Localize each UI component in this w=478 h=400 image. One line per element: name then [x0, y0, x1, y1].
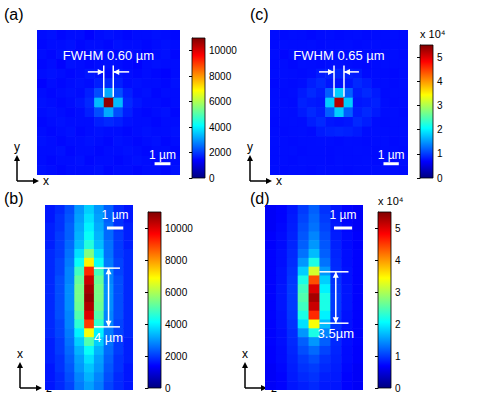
svg-text:x: x — [43, 174, 49, 188]
svg-text:4 µm: 4 µm — [94, 330, 123, 345]
svg-text:4000: 4000 — [165, 319, 188, 330]
svg-text:5: 5 — [437, 52, 443, 63]
svg-text:1 µm: 1 µm — [102, 208, 129, 222]
svg-text:x: x — [17, 347, 23, 361]
svg-text:1 µm: 1 µm — [378, 148, 405, 162]
svg-text:(c): (c) — [250, 6, 269, 23]
svg-text:6000: 6000 — [209, 96, 232, 107]
svg-text:0: 0 — [437, 173, 443, 184]
svg-text:1: 1 — [437, 148, 443, 159]
svg-text:8000: 8000 — [209, 71, 232, 82]
svg-text:2: 2 — [437, 124, 443, 135]
svg-text:(b): (b) — [4, 190, 24, 207]
svg-text:3: 3 — [395, 287, 401, 298]
svg-text:5: 5 — [395, 223, 401, 234]
svg-text:1 µm: 1 µm — [149, 148, 176, 162]
svg-text:y: y — [247, 140, 253, 154]
svg-text:4000: 4000 — [209, 122, 232, 133]
svg-text:2000: 2000 — [165, 351, 188, 362]
svg-text:(a): (a) — [4, 6, 24, 23]
svg-text:3: 3 — [437, 100, 443, 111]
svg-text:y: y — [14, 140, 20, 154]
svg-text:x: x — [242, 347, 248, 361]
svg-text:2000: 2000 — [209, 147, 232, 158]
svg-text:x: x — [276, 174, 282, 188]
svg-text:(d): (d) — [250, 190, 270, 207]
svg-text:2: 2 — [395, 319, 401, 330]
svg-text:3.5µm: 3.5µm — [318, 326, 354, 341]
svg-text:6000: 6000 — [165, 287, 188, 298]
svg-text:FWHM 0.65 µm: FWHM 0.65 µm — [293, 48, 384, 63]
svg-text:x 10⁴: x 10⁴ — [378, 195, 404, 207]
svg-text:0: 0 — [395, 383, 401, 394]
svg-text:8000: 8000 — [165, 255, 188, 266]
svg-text:4: 4 — [437, 76, 443, 87]
svg-text:4: 4 — [395, 255, 401, 266]
svg-text:10000: 10000 — [209, 45, 237, 56]
svg-text:0: 0 — [209, 173, 215, 184]
svg-text:1: 1 — [395, 351, 401, 362]
svg-text:FWHM 0.60 µm: FWHM 0.60 µm — [63, 48, 154, 63]
svg-text:0: 0 — [165, 383, 171, 394]
svg-text:x 10⁴: x 10⁴ — [420, 28, 446, 40]
svg-text:1 µm: 1 µm — [330, 208, 357, 222]
svg-text:10000: 10000 — [165, 223, 193, 234]
